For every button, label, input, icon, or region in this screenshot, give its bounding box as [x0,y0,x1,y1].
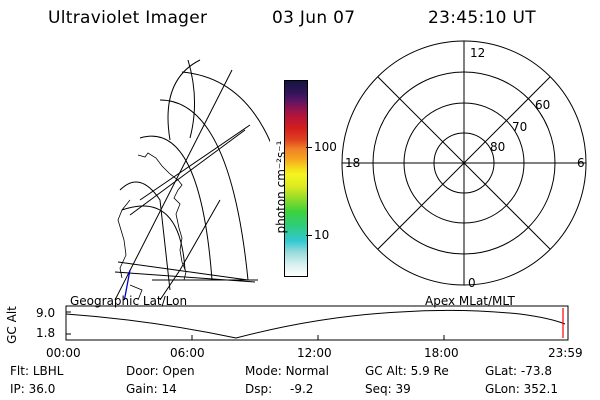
mlt-label-12: 12 [470,46,486,60]
ip-label: IP: [10,382,25,396]
dsp-field: Dsp: -9.2 [245,382,313,396]
dsp-value: -9.2 [289,382,314,396]
mlat-label-60: 60 [535,98,551,112]
seq-field: Seq: 39 [365,382,411,396]
gain-value: 14 [161,382,177,396]
map-grid-arc-3 [139,135,213,281]
orbit-plot-frame [65,305,569,341]
colorbar [284,80,308,277]
mode-value: Normal [285,364,329,378]
map-grid-line-2 [139,124,251,201]
door-value: Open [162,364,195,378]
glon-value: 352.1 [523,382,558,396]
colorbar-tick-10 [306,235,312,236]
map-grid-arc-1 [181,71,270,143]
mlt-label-0: 0 [468,276,476,290]
seq-value: 39 [395,382,411,396]
mode-label: Mode: [245,364,282,378]
map-grid-arc-6 [167,59,201,141]
map-grid-line-4 [117,261,249,281]
colorbar-tick-label-10: 10 [314,228,330,242]
orbit-altitude-plot [65,305,569,341]
seq-label: Seq: [365,382,392,396]
satellite-track [123,269,131,300]
gain-label: Gain: [126,382,158,396]
dsp-label: Dsp: [245,382,273,396]
orbit-ytick-bottom: 1.8 [36,326,56,340]
door-field: Door: Open [126,364,195,378]
orbit-left-title: Geographic Lat/Lon [70,294,188,308]
gc-alt-label: GC Alt: [365,364,407,378]
polar-diagonal-2 [377,76,551,250]
mlt-label-6: 6 [577,156,585,170]
glon-label: GLon: [485,382,520,396]
orbit-xtick-label-18: 18:00 [424,346,459,360]
mlt-label-18: 18 [345,156,361,170]
orbit-xtick-label-2359: 23:59 [548,346,583,360]
mode-field: Mode: Normal [245,364,329,378]
colorbar-tick-100 [306,147,312,148]
glat-value: -73.8 [520,364,552,378]
mlat-label-70: 70 [512,120,528,134]
orbit-xtick-label-0: 00:00 [46,346,81,360]
gc-alt-value: 5.9 Re [410,364,449,378]
glon-field: GLon: 352.1 [485,382,558,396]
orbit-ylabel: GC Alt [5,306,19,344]
orbit-right-title: Apex MLat/MLT [425,294,515,308]
orbit-altitude-curve [65,309,566,339]
geographic-map [114,59,270,300]
map-grid-arc-5 [121,205,186,271]
orbit-ytick-top: 9.0 [36,306,56,320]
map-grid-arc-4 [119,181,171,291]
polar-plot [341,40,587,286]
filter-field: Flt: LBHL [10,364,63,378]
instrument-title: Ultraviolet Imager [48,8,208,28]
ip-field: IP: 36.0 [10,382,55,396]
orbit-xtick-label-12: 12:00 [297,346,332,360]
gc-alt-field: GC Alt: 5.9 Re [365,364,449,378]
map-grid-arc-7 [187,59,196,139]
gain-field: Gain: 14 [126,382,177,396]
filter-value: LBHL [32,364,64,378]
map-grid-line-3 [129,129,246,216]
map-grid-line-1 [114,69,233,300]
glat-label: GLat: [485,364,518,378]
mlat-label-80: 80 [490,140,506,154]
orbit-xtick-label-6: 06:00 [170,346,205,360]
map-grid-line-6 [159,199,221,300]
map-grid-arc-2 [159,99,249,281]
glat-field: GLat: -73.8 [485,364,552,378]
door-label: Door: [126,364,159,378]
filter-label: Flt: [10,364,29,378]
colorbar-unit-label: photon cm⁻²s⁻¹ [274,140,288,234]
date-label: 03 Jun 07 [272,8,356,28]
colorbar-tick-label-100: 100 [314,140,337,154]
coastline [117,152,187,300]
ip-value: 36.0 [28,382,56,396]
time-label: 23:45:10 UT [428,8,536,28]
